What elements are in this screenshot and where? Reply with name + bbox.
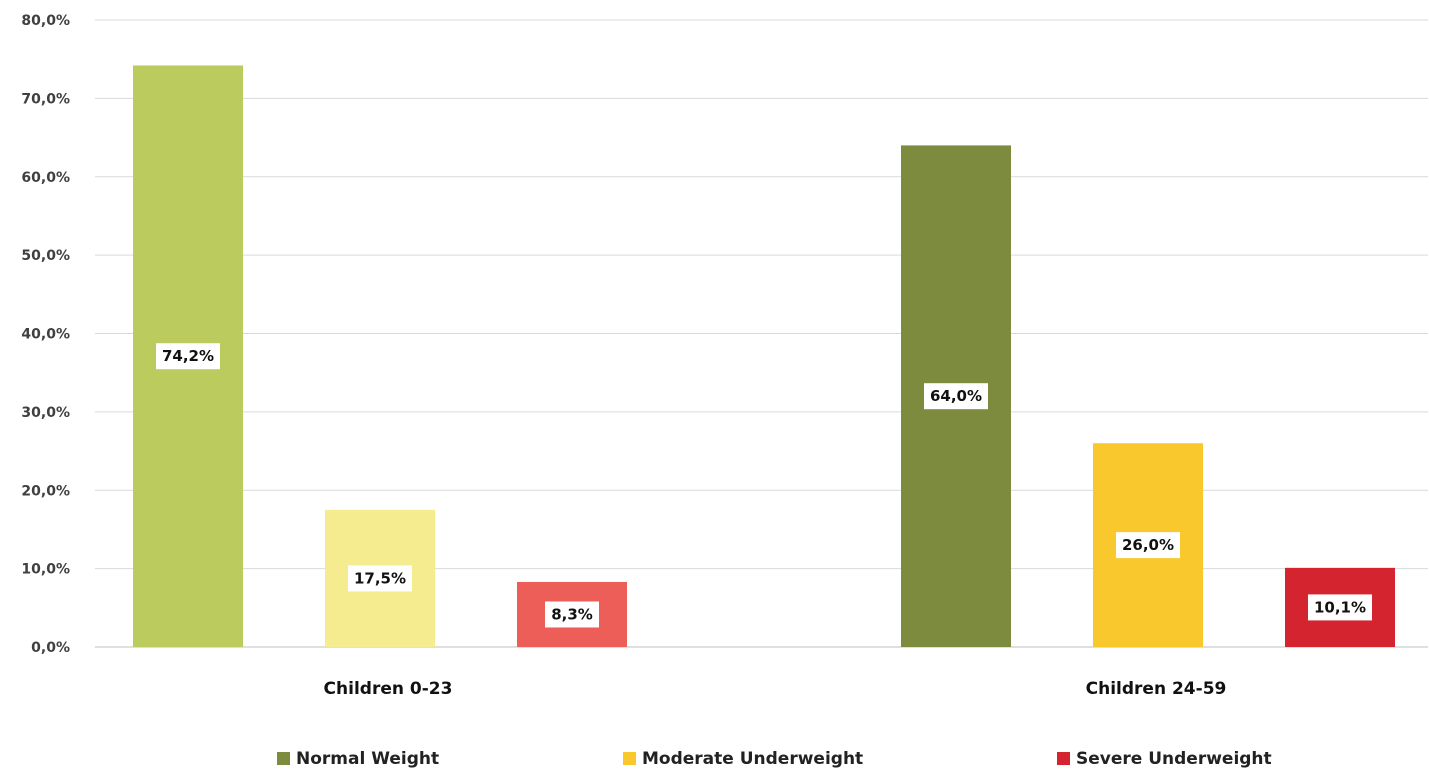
legend-swatch (1057, 752, 1070, 765)
y-tick-label: 70,0% (21, 91, 70, 107)
category-label: Children 24-59 (1086, 679, 1227, 699)
data-label: 10,1% (1314, 598, 1366, 616)
y-tick-label: 50,0% (21, 248, 70, 264)
legend-label: Moderate Underweight (642, 749, 863, 769)
data-label-box (1116, 532, 1180, 559)
data-label: 74,2% (162, 347, 214, 365)
legend-label: Severe Underweight (1076, 749, 1272, 769)
y-tick-label: 10,0% (21, 562, 70, 578)
y-tick-label: 40,0% (21, 327, 70, 343)
data-label-box (156, 343, 220, 370)
data-label-box (545, 601, 599, 628)
y-tick-label: 20,0% (21, 483, 70, 499)
data-label: 17,5% (354, 569, 406, 587)
y-tick-label: 60,0% (21, 170, 70, 186)
data-label: 26,0% (1122, 536, 1174, 554)
data-label-box (1308, 594, 1372, 621)
legend-swatch (277, 752, 290, 765)
data-label-box (924, 383, 988, 410)
y-tick-label: 80,0% (21, 13, 70, 29)
legend-label: Normal Weight (296, 749, 439, 769)
category-label: Children 0-23 (324, 679, 453, 699)
data-label-box (348, 565, 412, 592)
y-tick-label: 0,0% (31, 640, 70, 656)
legend-swatch (623, 752, 636, 765)
y-tick-label: 30,0% (21, 405, 70, 421)
data-label: 64,0% (930, 387, 982, 405)
data-label: 8,3% (551, 605, 593, 623)
